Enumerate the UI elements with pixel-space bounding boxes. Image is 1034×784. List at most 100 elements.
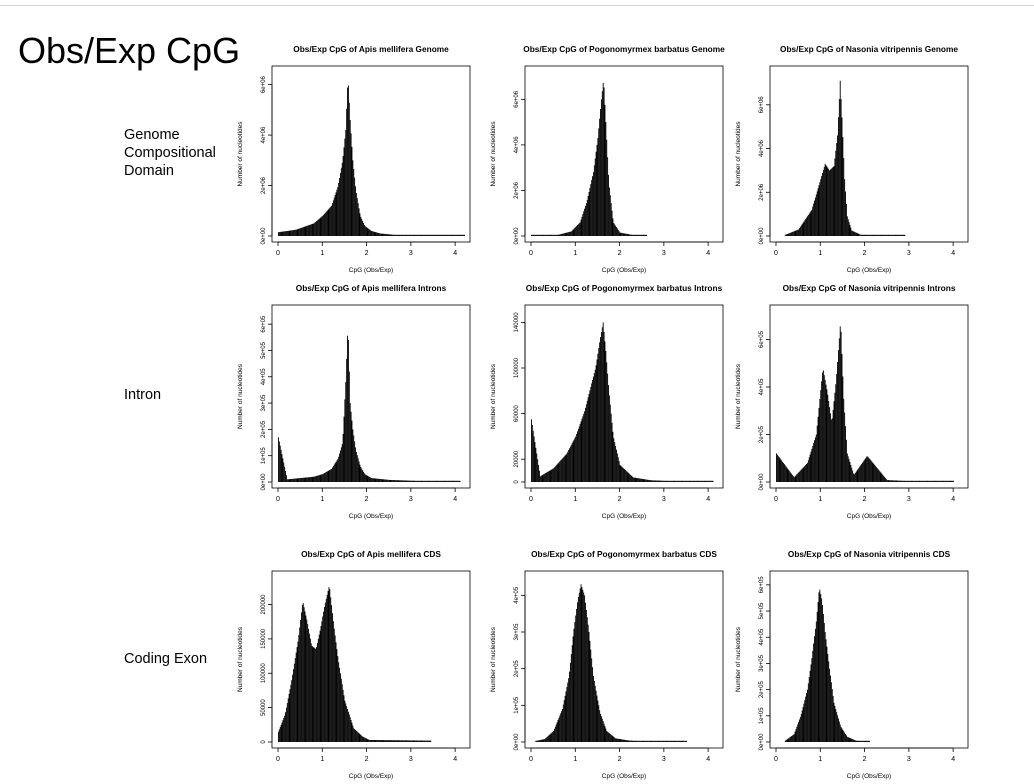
histogram-bar (829, 668, 831, 742)
histogram-bar (915, 480, 917, 482)
histogram-bar (616, 738, 617, 742)
histogram-bar (655, 480, 656, 482)
histogram-bar (293, 669, 294, 742)
y-tick-label: 3e+05 (261, 394, 267, 412)
histogram-bar (891, 480, 893, 482)
histogram-bar (281, 231, 283, 236)
histogram-bar (285, 470, 286, 482)
histogram-bar (791, 232, 792, 236)
histogram-bar (883, 475, 885, 482)
histogram-bar (642, 234, 644, 236)
histogram-bar (791, 735, 793, 742)
histogram-bar (542, 474, 544, 482)
histogram-bar (814, 437, 816, 482)
histogram-bar (325, 211, 327, 236)
histogram-bar (638, 740, 640, 742)
histogram-bar (446, 234, 448, 236)
histogram-bar (792, 734, 794, 742)
histogram-bar (353, 435, 355, 482)
histogram-bar (846, 453, 848, 482)
histogram-bar (700, 480, 702, 482)
histogram-bar (931, 480, 933, 482)
histogram-bar (367, 475, 369, 482)
histogram-bar (363, 224, 365, 236)
histogram-bar (384, 740, 386, 742)
histogram-bar (358, 733, 360, 742)
histogram-bar (306, 619, 308, 742)
histogram-bar (820, 390, 822, 482)
histogram-bar (538, 470, 540, 482)
histogram-bar (668, 740, 670, 742)
histogram-bar (833, 166, 835, 236)
histogram-bar (537, 459, 539, 482)
histogram-bar (417, 234, 419, 236)
histogram-bar (559, 234, 561, 236)
y-axis-label: Number of nucleotides (735, 363, 742, 429)
histogram-bar (624, 739, 626, 742)
histogram-bar (630, 234, 632, 236)
histogram-bar (922, 480, 924, 482)
histogram-bar (588, 632, 590, 742)
y-tick-label: 4e+05 (759, 628, 765, 646)
histogram-bar (897, 234, 899, 236)
histogram-bar (341, 684, 343, 742)
histogram-bar (594, 158, 596, 236)
x-tick-label: 0 (276, 250, 280, 257)
histogram-bar (574, 438, 576, 482)
histogram-bar (388, 234, 390, 236)
histogram-bar (593, 373, 595, 482)
histogram-bar (291, 680, 293, 742)
x-tick-label: 2 (365, 250, 369, 257)
histogram-bar (800, 469, 802, 482)
histogram-bar (942, 480, 944, 482)
histogram-bar (927, 480, 929, 482)
histogram-bar (378, 232, 379, 236)
histogram-bar (836, 143, 838, 236)
histogram-bar (605, 122, 607, 236)
histogram-bar (802, 707, 804, 742)
histogram-bar (701, 480, 702, 482)
y-tick-label: 2e+05 (759, 425, 765, 443)
histogram-bar (892, 234, 893, 236)
histogram-bar (534, 442, 536, 482)
histogram-bar (796, 230, 798, 236)
histogram-bar (686, 480, 688, 482)
histogram-bar (801, 710, 803, 742)
histogram-bar (614, 224, 616, 236)
histogram-bar (553, 234, 555, 236)
histogram-bar (339, 667, 341, 742)
histogram-bar (574, 622, 576, 742)
histogram-bar (669, 480, 671, 482)
histogram-bar (653, 480, 655, 482)
histogram-bar (797, 229, 799, 236)
histogram-bar (386, 234, 387, 236)
histogram-bar (370, 477, 372, 482)
histogram-bar (386, 479, 388, 482)
histogram-bar (630, 740, 632, 742)
histogram-bar (571, 645, 573, 742)
histogram-bar (463, 234, 465, 236)
histogram-bar (440, 480, 441, 482)
histogram-bar (350, 720, 352, 742)
histogram-bar (431, 480, 433, 482)
histogram-bar (647, 740, 649, 742)
histogram-bar (363, 471, 364, 482)
y-axis-label: Number of nucleotides (490, 363, 497, 429)
x-tick-label: 3 (907, 496, 911, 503)
histogram-bar (616, 228, 618, 236)
histogram-bar (680, 740, 682, 742)
histogram-bar (290, 684, 292, 742)
histogram-bar (815, 434, 817, 482)
histogram-bar (811, 448, 813, 482)
histogram-bar (299, 627, 301, 742)
histogram-bar (608, 733, 610, 742)
histogram-bar (656, 480, 658, 482)
histogram-bar (345, 382, 347, 482)
histogram-bar (829, 170, 831, 236)
histogram-bar (379, 740, 381, 742)
histogram-bar (409, 234, 411, 236)
histogram-bar (813, 443, 815, 482)
histogram-bar (843, 398, 845, 482)
histogram-bar (371, 478, 372, 482)
histogram-bar (936, 480, 938, 482)
